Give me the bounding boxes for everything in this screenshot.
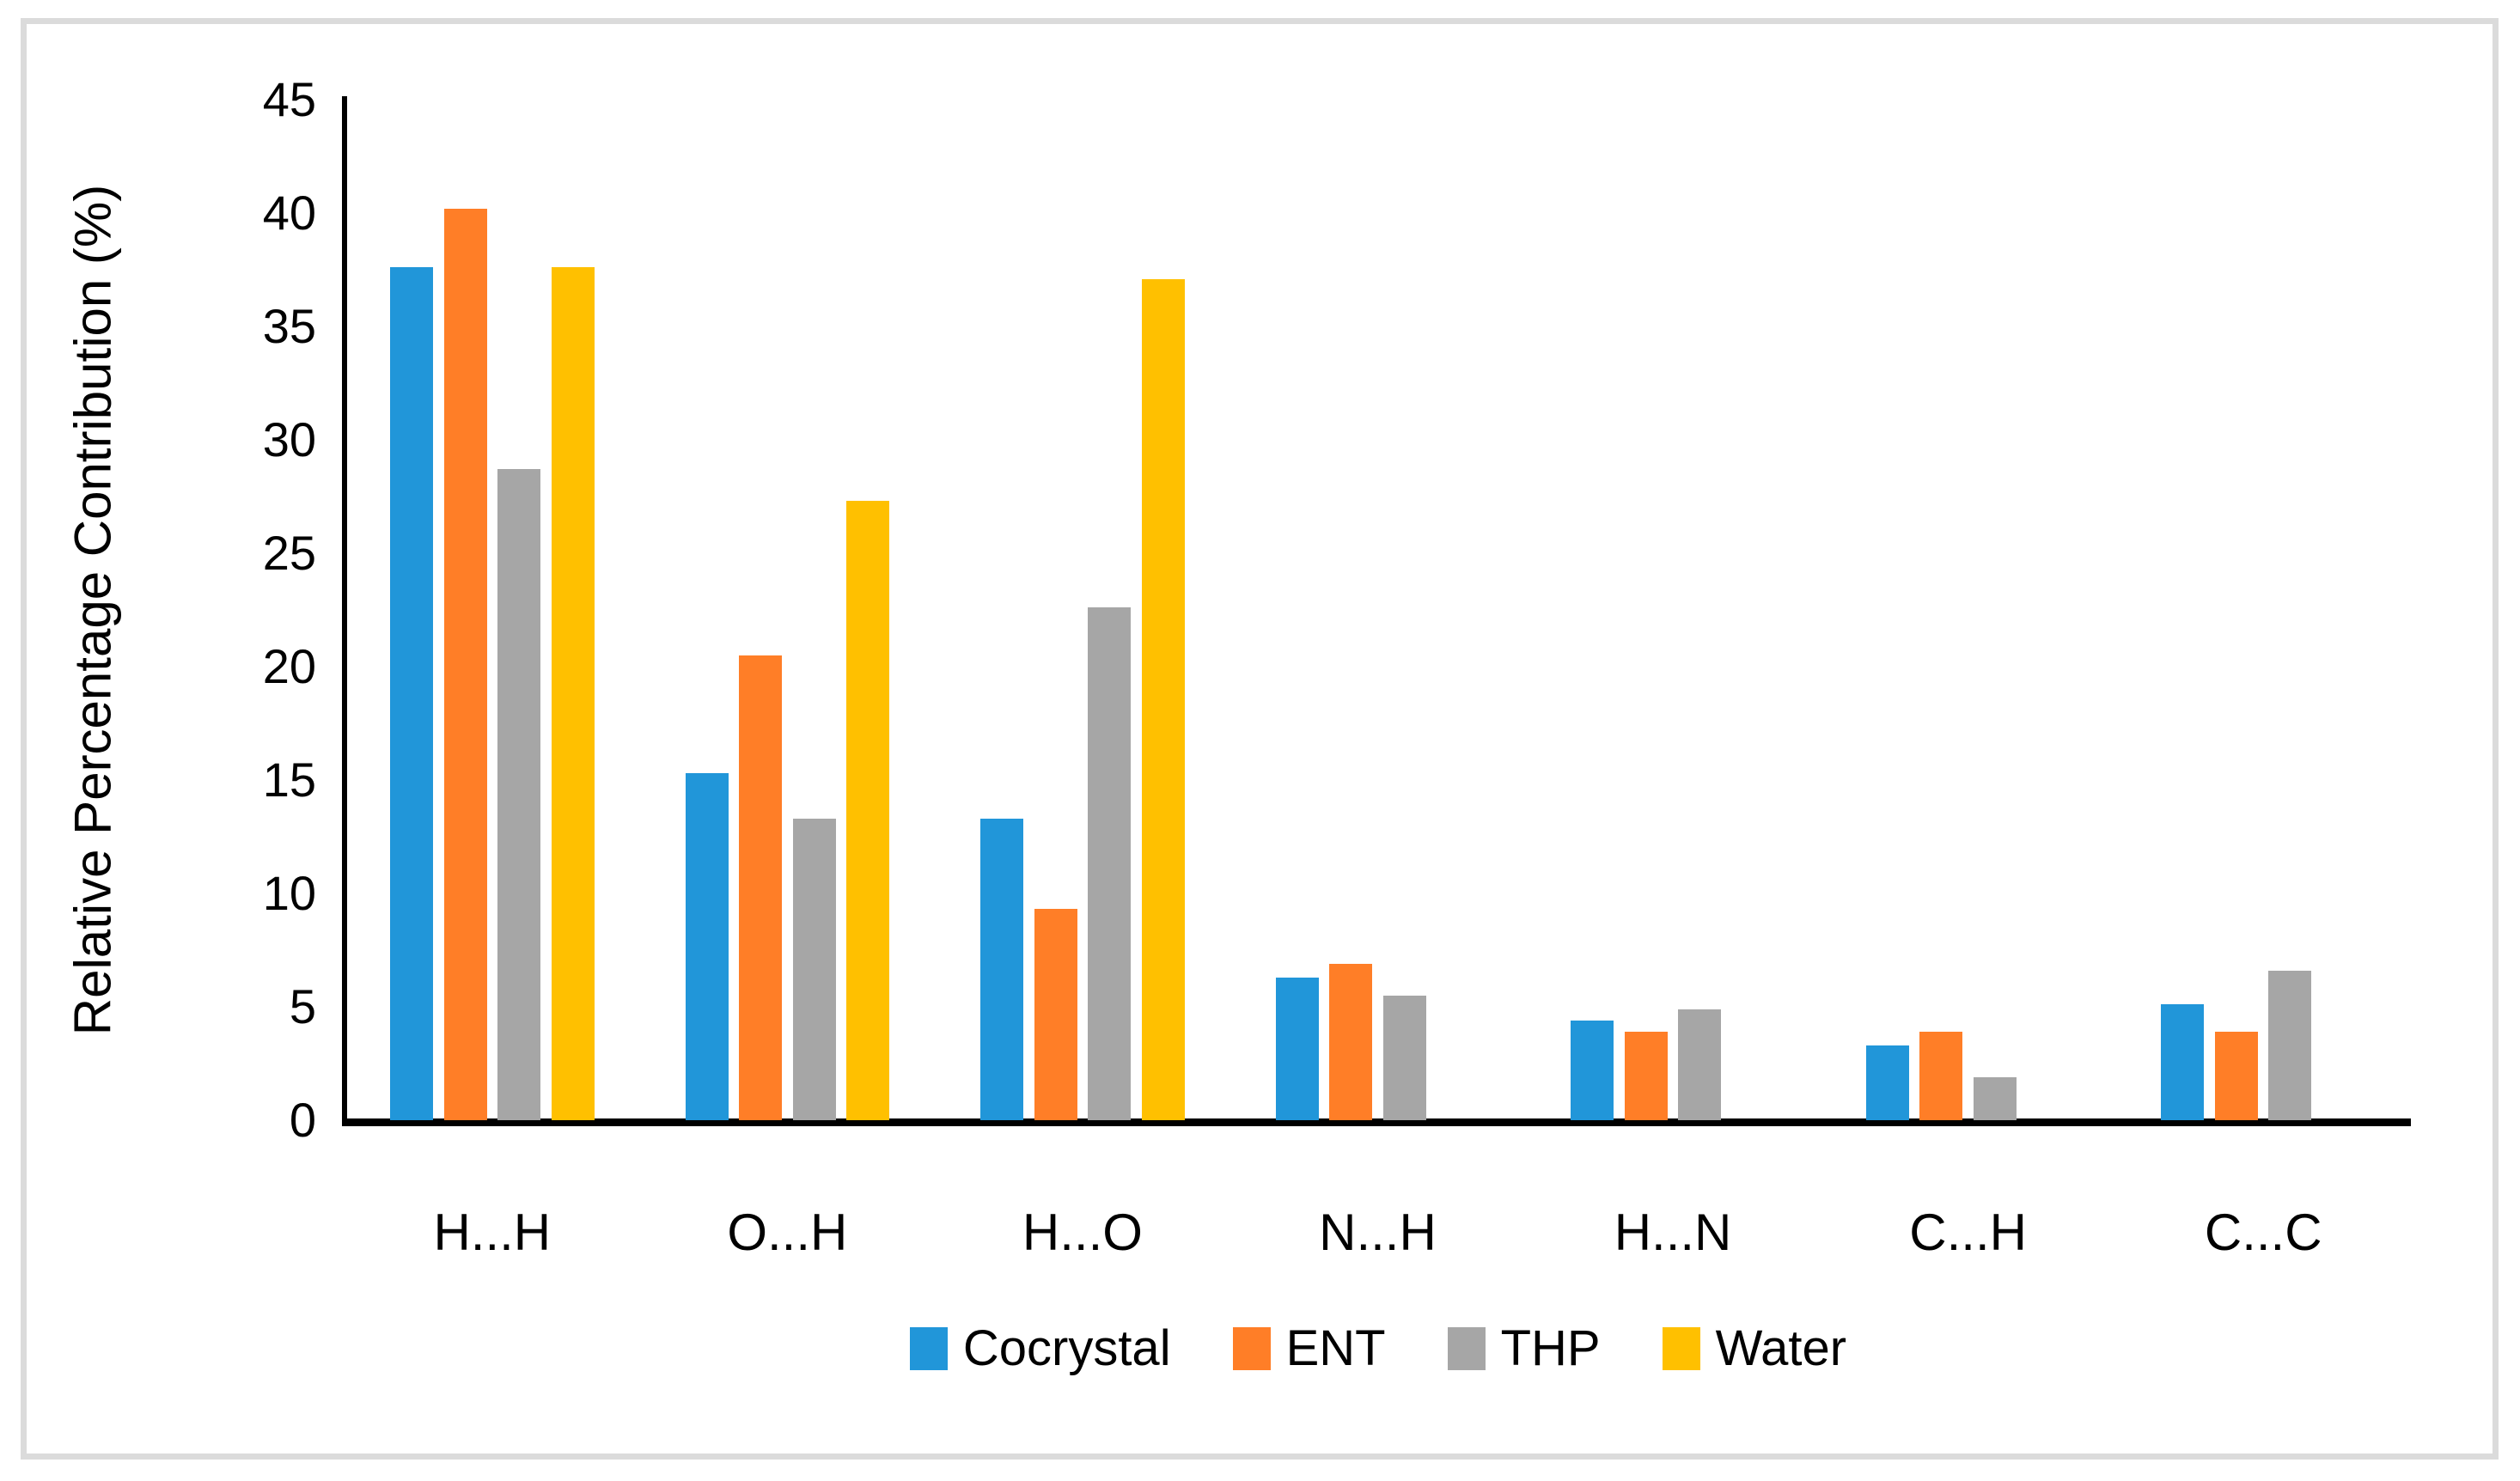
x-category-label: O...H xyxy=(727,1204,848,1261)
bar-thp-CC xyxy=(2268,970,2312,1120)
bar-water-OH xyxy=(846,501,890,1120)
bar-ent-CH xyxy=(1919,1032,1963,1120)
legend-swatch-icon xyxy=(1447,1327,1486,1370)
y-axis-line xyxy=(342,96,347,1126)
bar-water-HH xyxy=(551,267,595,1120)
legend: Cocrystal ENT THP Water xyxy=(345,1321,2412,1376)
y-tick-label: 30 xyxy=(262,412,316,466)
x-category-label: N...H xyxy=(1319,1204,1437,1261)
x-category-label: C...H xyxy=(1909,1204,2027,1261)
bar-ent-OH xyxy=(739,655,783,1120)
chart-frame xyxy=(21,18,2499,1460)
y-tick-label: 40 xyxy=(262,186,316,240)
bar-cocrystal-HH xyxy=(390,267,434,1120)
bar-thp-CH xyxy=(1973,1076,2017,1120)
legend-swatch-icon xyxy=(909,1327,948,1370)
legend-item-thp: THP xyxy=(1447,1320,1601,1376)
bar-thp-HN xyxy=(1678,1009,1722,1120)
bar-cocrystal-CH xyxy=(1865,1045,1909,1120)
bar-cocrystal-HN xyxy=(1571,1020,1614,1120)
legend-item-cocrystal: Cocrystal xyxy=(909,1320,1171,1376)
x-category-label: H...N xyxy=(1614,1204,1732,1261)
y-tick-label: 15 xyxy=(262,753,316,807)
y-tick-label: 25 xyxy=(262,526,316,580)
legend-item-ent: ENT xyxy=(1232,1320,1386,1376)
y-tick-label: 35 xyxy=(262,299,316,353)
bar-thp-OH xyxy=(792,818,836,1120)
bar-ent-HH xyxy=(443,208,487,1120)
legend-swatch-icon xyxy=(1662,1327,1700,1370)
bar-cocrystal-OH xyxy=(685,773,729,1120)
x-axis-line xyxy=(342,1118,2411,1126)
bar-cocrystal-HO xyxy=(980,818,1024,1120)
bar-thp-NH xyxy=(1382,995,1426,1120)
y-tick-label: 20 xyxy=(262,639,316,693)
y-tick-label: 5 xyxy=(289,979,316,1033)
x-category-label: H...H xyxy=(433,1204,552,1261)
bar-water-HO xyxy=(1141,278,1185,1120)
legend-label: Water xyxy=(1715,1320,1847,1376)
legend-item-water: Water xyxy=(1662,1320,1847,1376)
x-category-label: H...O xyxy=(1022,1204,1143,1261)
bar-cocrystal-NH xyxy=(1275,977,1319,1120)
y-tick-label: 45 xyxy=(262,72,316,126)
bar-cocrystal-CC xyxy=(2161,1004,2205,1120)
legend-swatch-icon xyxy=(1232,1327,1271,1370)
bar-ent-CC xyxy=(2214,1032,2258,1120)
bar-ent-HO xyxy=(1034,909,1077,1120)
bar-ent-NH xyxy=(1329,963,1373,1120)
bar-thp-HH xyxy=(497,469,541,1120)
bar-ent-HN xyxy=(1624,1032,1668,1120)
x-category-label: C...C xyxy=(2204,1204,2322,1261)
y-tick-label: 0 xyxy=(289,1093,316,1147)
y-tick-label: 10 xyxy=(262,866,316,920)
legend-label: Cocrystal xyxy=(962,1320,1171,1376)
bar-thp-HO xyxy=(1088,607,1132,1120)
legend-label: ENT xyxy=(1285,1320,1386,1376)
legend-label: THP xyxy=(1500,1320,1601,1376)
